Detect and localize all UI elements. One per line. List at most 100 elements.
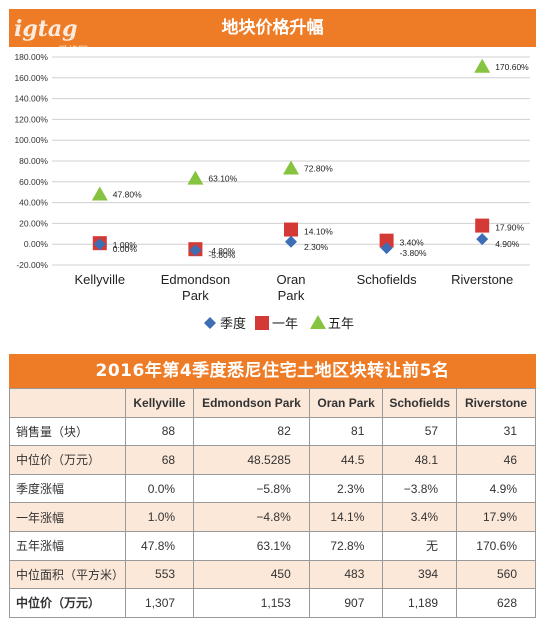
table-cell: 483 xyxy=(308,559,384,590)
table-cell: 48.1 xyxy=(382,445,458,475)
point-square xyxy=(475,218,490,233)
row-label: 中位价（万元） xyxy=(9,588,126,618)
point-square xyxy=(284,222,298,237)
table-cell: 81 xyxy=(308,416,384,447)
point-triangle xyxy=(187,170,204,185)
igtag-logo: igtag xyxy=(14,16,78,42)
table-row: 五年涨幅 47.8% 63.1% 72.8% 无 170.6% xyxy=(9,530,536,561)
table-cell: 394 xyxy=(382,559,458,590)
table-head: Kellyville Edmondson Park Oran Park Schofie… xyxy=(9,388,536,418)
table-cell: 17.9% xyxy=(456,502,536,532)
table-cell: 1,189 xyxy=(382,588,458,618)
row-label: 中位价（万元） xyxy=(9,445,126,475)
table-cell: 48.5285 xyxy=(193,445,310,475)
point-triangle xyxy=(283,160,299,175)
table-header-row: Kellyville Edmondson Park Oran Park Schofie… xyxy=(9,388,536,418)
legend-marker-triangle xyxy=(310,315,326,329)
table-cell: 44.5 xyxy=(308,445,384,475)
row-label: 销售量（块） xyxy=(9,416,126,447)
table-row: 一年涨幅 1.0% −4.8% 14.1% 3.4% 17.9% xyxy=(9,502,536,532)
y-tick-label: 160.00% xyxy=(14,73,48,83)
data-label: 170.60% xyxy=(495,62,529,72)
y-tick-label: 80.00% xyxy=(19,156,48,166)
point-diamond xyxy=(285,235,297,248)
table-cell: 4.9% xyxy=(456,473,536,504)
data-label: -5.80% xyxy=(208,250,235,260)
y-tick-label: 40.00% xyxy=(19,198,48,208)
table-cell: 3.4% xyxy=(382,502,458,532)
chart-title: 地块价格升幅 xyxy=(221,18,324,38)
x-tick-label: Park xyxy=(182,288,209,303)
column-header: Riverstone xyxy=(456,388,536,418)
table-cell: 628 xyxy=(456,588,536,618)
point-triangle xyxy=(474,58,491,73)
legend-marker-diamond xyxy=(204,317,216,329)
table-cell: 2.3% xyxy=(308,473,384,504)
table-cell: 82 xyxy=(193,416,310,447)
table-cell: −4.8% xyxy=(193,502,310,532)
data-label: 3.40% xyxy=(400,238,425,248)
y-tick-label: 0.00% xyxy=(24,239,49,249)
logo-text: igtag xyxy=(14,16,78,42)
table-cell: 57 xyxy=(382,416,458,447)
y-tick-label: 60.00% xyxy=(19,177,48,187)
point-diamond xyxy=(189,244,202,257)
legend-marker-square xyxy=(255,316,269,330)
column-header: Schofields xyxy=(382,388,458,418)
point-diamond xyxy=(93,238,106,251)
x-tick-label: Edmondson xyxy=(161,272,230,287)
table-cell: 0.0% xyxy=(124,473,195,504)
table-cell: 1,153 xyxy=(193,588,310,618)
data-label: 17.90% xyxy=(495,223,524,233)
legend-label: 季度 xyxy=(220,316,246,332)
data-label: 2.30% xyxy=(304,242,329,252)
column-header: Oran Park xyxy=(308,388,384,418)
point-triangle xyxy=(91,186,108,201)
table-cell: 88 xyxy=(124,416,195,447)
table-row: 中位面积（平方米） 553 450 483 394 560 xyxy=(9,559,536,590)
table-cell: 1,307 xyxy=(124,588,195,618)
y-tick-label: 100.00% xyxy=(14,135,48,145)
table-cell: −5.8% xyxy=(193,473,310,504)
x-tick-label: Oran xyxy=(277,272,306,287)
legend-label: 五年 xyxy=(328,317,354,332)
point-square xyxy=(379,233,394,248)
table-row: 中位价（万元） 1,307 1,153 907 1,189 628 xyxy=(9,588,536,618)
point-diamond xyxy=(476,233,489,246)
table-cell: 14.1% xyxy=(308,502,384,532)
data-label: 47.80% xyxy=(113,189,142,199)
y-tick-label: 140.00% xyxy=(14,94,48,104)
x-tick-label: Schofields xyxy=(357,272,417,287)
table-cell: 72.8% xyxy=(308,530,384,561)
y-tick-label: 120.00% xyxy=(14,114,48,124)
legend-label: 一年 xyxy=(272,317,298,332)
data-label: -4.80% xyxy=(208,246,235,256)
price-growth-chart: -20.00% 0.00% 20.00% 40.00% 60.00% 80.00% 100.… xyxy=(14,52,530,332)
x-tick-label: Riverstone xyxy=(451,272,513,287)
data-label: 1.00% xyxy=(113,240,138,250)
table-row: 季度涨幅 0.0% −5.8% 2.3% −3.8% 4.9% xyxy=(9,473,536,504)
table-row: 中位价（万元） 68 48.5285 44.5 48.1 46 xyxy=(9,445,536,475)
table-title: 2016年第4季度悉尼住宅土地区块转让前5名 xyxy=(95,361,450,381)
table-cell: 553 xyxy=(124,559,195,590)
table-cell: 1.0% xyxy=(124,502,195,532)
table-cell: 47.8% xyxy=(124,530,195,561)
table-cell: 68 xyxy=(124,445,195,475)
table-cell: 560 xyxy=(456,559,536,590)
axis-layer: -20.00% 0.00% 20.00% 40.00% 60.00% 80.00% 100.… xyxy=(14,52,513,303)
data-label: 0.00% xyxy=(113,244,138,254)
table-cell: 63.1% xyxy=(193,530,310,561)
x-tick-label: Kellyville xyxy=(75,272,126,287)
mark-layer: 1.00% -4.80% 14.10% 3.40% 17.90% 0.00% -5.80% 2… xyxy=(91,58,529,260)
x-tick-label: Park xyxy=(278,288,305,303)
table-title-banner: 2016年第4季度悉尼住宅土地区块转让前5名 xyxy=(9,354,536,388)
data-label: 14.10% xyxy=(304,227,333,237)
logo-subtext: 爱格网 xyxy=(58,46,88,57)
data-label: 63.10% xyxy=(208,174,237,184)
chart-title-banner: 地块价格升幅 xyxy=(9,9,536,47)
data-label: 72.80% xyxy=(304,163,333,173)
data-label: 4.90% xyxy=(495,239,520,249)
table-cell: 450 xyxy=(193,559,310,590)
row-label: 一年涨幅 xyxy=(9,502,126,532)
land-transfer-table: Kellyville Edmondson Park Oran Park Schofie… xyxy=(9,388,536,618)
